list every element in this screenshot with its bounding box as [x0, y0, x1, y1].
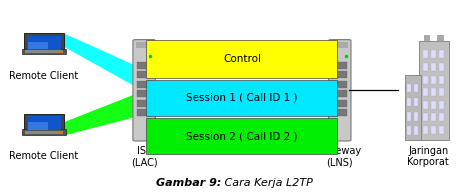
FancyBboxPatch shape — [431, 76, 436, 84]
FancyBboxPatch shape — [24, 33, 64, 51]
Text: Gateway
(LNS): Gateway (LNS) — [318, 146, 361, 167]
Text: Cara Kerja L2TP: Cara Kerja L2TP — [221, 178, 313, 188]
FancyBboxPatch shape — [27, 122, 48, 130]
FancyBboxPatch shape — [146, 118, 337, 154]
FancyBboxPatch shape — [137, 71, 152, 78]
Text: Gambar 9:: Gambar 9: — [155, 178, 221, 188]
Text: Remote Client: Remote Client — [9, 152, 79, 161]
FancyBboxPatch shape — [407, 126, 411, 135]
FancyBboxPatch shape — [424, 35, 429, 41]
FancyBboxPatch shape — [439, 63, 445, 71]
FancyBboxPatch shape — [431, 50, 436, 58]
Text: Control: Control — [223, 54, 261, 64]
FancyBboxPatch shape — [22, 129, 66, 135]
FancyBboxPatch shape — [332, 90, 347, 97]
FancyBboxPatch shape — [439, 50, 445, 58]
FancyBboxPatch shape — [431, 101, 436, 109]
FancyBboxPatch shape — [24, 114, 64, 132]
FancyBboxPatch shape — [437, 35, 443, 41]
FancyBboxPatch shape — [414, 98, 418, 107]
FancyBboxPatch shape — [423, 76, 428, 84]
FancyBboxPatch shape — [407, 98, 411, 107]
Text: Session 1 ( Call ID 1 ): Session 1 ( Call ID 1 ) — [186, 93, 298, 103]
FancyBboxPatch shape — [431, 113, 436, 121]
FancyBboxPatch shape — [423, 50, 428, 58]
FancyBboxPatch shape — [439, 126, 445, 134]
FancyBboxPatch shape — [133, 40, 155, 141]
FancyBboxPatch shape — [332, 81, 347, 88]
FancyBboxPatch shape — [431, 63, 436, 71]
FancyBboxPatch shape — [423, 101, 428, 109]
Text: ISP
(LAC): ISP (LAC) — [131, 146, 157, 167]
FancyBboxPatch shape — [27, 36, 61, 50]
FancyBboxPatch shape — [137, 109, 152, 116]
FancyBboxPatch shape — [431, 126, 436, 134]
FancyBboxPatch shape — [328, 40, 351, 141]
FancyBboxPatch shape — [407, 112, 411, 121]
FancyBboxPatch shape — [405, 75, 421, 140]
Text: Remote Client: Remote Client — [9, 71, 79, 81]
FancyBboxPatch shape — [25, 50, 63, 54]
FancyBboxPatch shape — [439, 76, 445, 84]
FancyBboxPatch shape — [57, 131, 62, 133]
FancyBboxPatch shape — [332, 62, 347, 69]
Text: Session 2 ( Call ID 2 ): Session 2 ( Call ID 2 ) — [186, 131, 298, 141]
FancyBboxPatch shape — [407, 84, 411, 92]
FancyBboxPatch shape — [137, 90, 152, 97]
FancyBboxPatch shape — [423, 63, 428, 71]
FancyBboxPatch shape — [146, 80, 337, 116]
FancyBboxPatch shape — [25, 131, 63, 134]
FancyBboxPatch shape — [423, 126, 428, 134]
FancyBboxPatch shape — [332, 42, 348, 48]
Text: Jaringan
Korporat: Jaringan Korporat — [408, 146, 449, 167]
FancyBboxPatch shape — [146, 40, 337, 78]
FancyBboxPatch shape — [414, 84, 418, 92]
FancyBboxPatch shape — [137, 81, 152, 88]
FancyBboxPatch shape — [414, 112, 418, 121]
FancyBboxPatch shape — [137, 100, 152, 107]
Polygon shape — [65, 94, 135, 135]
FancyBboxPatch shape — [136, 42, 152, 48]
FancyBboxPatch shape — [137, 62, 152, 69]
FancyBboxPatch shape — [27, 42, 48, 49]
FancyBboxPatch shape — [431, 88, 436, 96]
FancyBboxPatch shape — [423, 88, 428, 96]
FancyBboxPatch shape — [439, 101, 445, 109]
FancyBboxPatch shape — [332, 71, 347, 78]
FancyBboxPatch shape — [332, 109, 347, 116]
FancyBboxPatch shape — [414, 126, 418, 135]
FancyBboxPatch shape — [423, 113, 428, 121]
Polygon shape — [65, 34, 135, 87]
FancyBboxPatch shape — [439, 113, 445, 121]
FancyBboxPatch shape — [22, 49, 66, 54]
FancyBboxPatch shape — [57, 51, 62, 53]
FancyBboxPatch shape — [332, 100, 347, 107]
FancyBboxPatch shape — [419, 41, 449, 140]
FancyBboxPatch shape — [27, 116, 61, 130]
FancyBboxPatch shape — [439, 88, 445, 96]
